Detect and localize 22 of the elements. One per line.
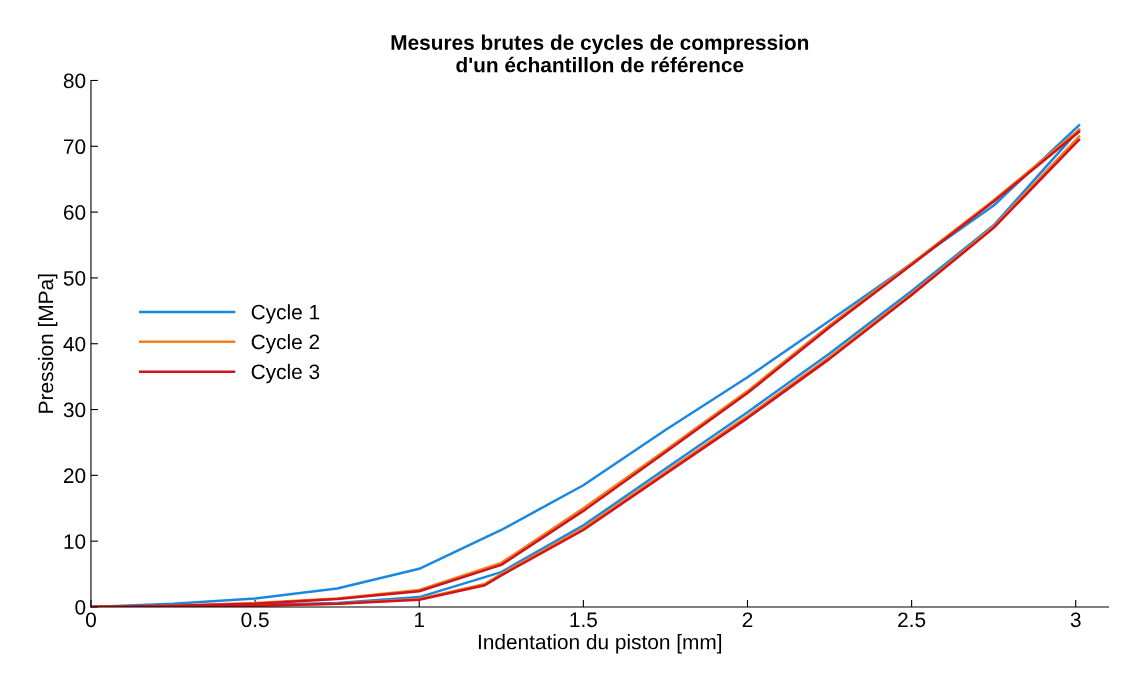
x-tick-label: 2.5 [898, 612, 926, 628]
legend-label: Cycle 2 [251, 334, 320, 354]
x-tick-label: 0 [85, 612, 96, 628]
y-tick-label: 20 [63, 468, 86, 484]
x-tick-label: 0.5 [241, 612, 269, 628]
x-tick-label: 3 [1070, 612, 1081, 628]
y-tick-label: 50 [63, 270, 86, 286]
y-tick-label: 30 [63, 402, 86, 418]
y-tick-label: 70 [64, 139, 86, 155]
x-axis-title: Indentation du piston [mm] [478, 634, 722, 654]
chart-title: Mesures brutes de cycles de compression d'un échantillon de référence [391, 34, 809, 73]
legend-label: Cycle 1 [251, 304, 320, 324]
y-tick-label: 40 [63, 336, 86, 352]
y-tick-label: 10 [64, 534, 86, 549]
y-tick-label: 80 [63, 73, 86, 89]
x-tick-label: 1 [415, 612, 424, 627]
y-tick-label: 0 [75, 599, 86, 615]
y-axis-title: Pression [MPa] [37, 274, 58, 413]
legend-label: Cycle 3 [251, 363, 320, 384]
x-tick-label: 2 [742, 612, 753, 627]
x-tick-label: 1.5 [570, 612, 597, 628]
y-tick-label: 60 [63, 205, 86, 220]
